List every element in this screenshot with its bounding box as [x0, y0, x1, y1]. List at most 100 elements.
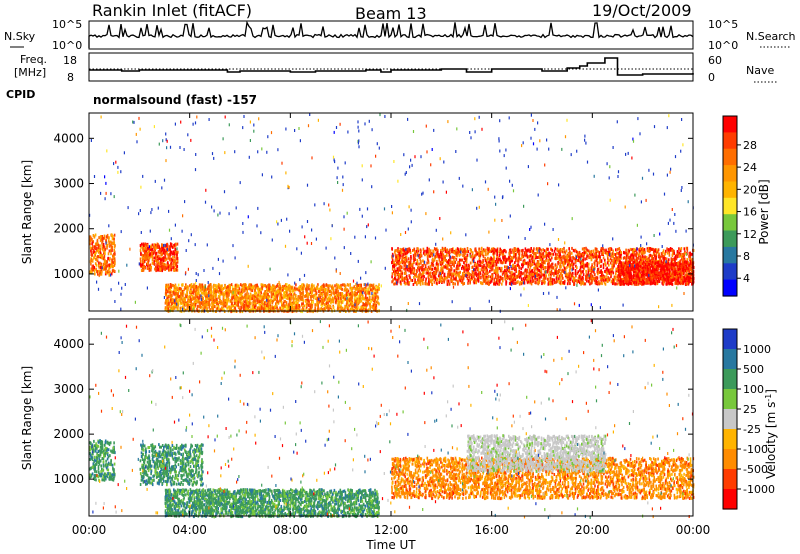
data-cell [208, 297, 210, 301]
data-cell [340, 293, 342, 297]
data-cell [288, 294, 291, 298]
data-cell [688, 254, 690, 258]
data-cell [189, 305, 191, 309]
data-cell [274, 297, 276, 301]
data-cell [309, 306, 312, 309]
data-cell [260, 283, 263, 287]
data-cell [295, 304, 298, 308]
data-cell [220, 286, 222, 290]
data-cell [191, 291, 193, 295]
data-cell [169, 300, 172, 304]
data-cell [176, 253, 178, 257]
data-cell [173, 259, 176, 263]
data-cell [462, 276, 465, 280]
data-cell [351, 302, 354, 306]
data-cell [554, 269, 556, 273]
data-cell [209, 289, 212, 292]
data-cell [235, 296, 237, 300]
data-cell [302, 283, 305, 287]
data-cell [337, 289, 339, 293]
data-cell [139, 257, 142, 261]
data-cell [296, 287, 298, 291]
data-cell [629, 247, 632, 251]
data-cell [166, 242, 169, 246]
data-cell [358, 308, 361, 312]
data-cell [99, 271, 101, 275]
data-cell [259, 294, 262, 298]
freq-trace [89, 57, 694, 76]
data-cell [177, 289, 180, 293]
data-cell [529, 281, 531, 285]
data-cell [220, 302, 222, 306]
data-cell [355, 293, 358, 297]
data-cell [466, 266, 468, 270]
data-cell [286, 289, 288, 293]
data-cell [97, 272, 99, 276]
data-cell [242, 298, 245, 302]
data-cell [103, 254, 106, 258]
data-cell [457, 267, 460, 271]
data-cell [438, 281, 440, 284]
data-cell [289, 302, 292, 306]
data-cell [452, 250, 455, 254]
data-cell [229, 305, 231, 309]
data-cell [413, 275, 415, 279]
data-cell [280, 292, 282, 296]
data-cell [163, 248, 166, 252]
data-cell [295, 283, 297, 287]
data-cell [142, 265, 145, 269]
data-cell [330, 298, 333, 302]
data-cell [332, 300, 335, 304]
data-cell [535, 264, 538, 268]
data-cell [234, 298, 237, 302]
data-cell [400, 260, 403, 264]
data-cell [359, 299, 361, 303]
data-cell [533, 266, 535, 270]
data-cell [281, 296, 283, 300]
data-cell [260, 291, 262, 295]
data-cell [304, 308, 307, 312]
data-cell [156, 268, 158, 272]
data-cell [261, 283, 264, 287]
data-cell [276, 299, 278, 303]
data-cell [92, 268, 94, 272]
beam-title: Beam 13 [355, 4, 427, 23]
data-cell [92, 256, 95, 260]
data-cell [324, 297, 326, 301]
data-cell [305, 294, 307, 298]
data-cell [148, 248, 151, 252]
data-cell [436, 278, 438, 282]
data-cell [162, 248, 164, 252]
power-scatter-data [89, 113, 695, 314]
data-cell [140, 269, 143, 272]
data-cell [285, 303, 288, 307]
data-cell [349, 301, 352, 305]
data-cell [184, 286, 187, 290]
data-cell [188, 295, 191, 299]
data-cell [190, 308, 193, 312]
data-cell [355, 283, 357, 287]
data-cell [209, 296, 212, 300]
data-cell [261, 295, 263, 299]
data-cell [465, 266, 467, 270]
data-cell [467, 281, 469, 285]
data-cell [322, 288, 324, 292]
data-cell [363, 283, 366, 287]
data-cell [417, 249, 420, 253]
data-cell [246, 299, 248, 303]
data-cell [105, 235, 108, 239]
data-cell [264, 294, 266, 298]
freq-unit-label: [MHz] [14, 66, 46, 79]
data-cell [280, 300, 283, 304]
data-cell [113, 261, 115, 265]
data-cell [423, 249, 425, 253]
data-cell [493, 282, 495, 286]
data-cell [356, 283, 358, 287]
data-cell [247, 292, 249, 296]
data-cell [598, 252, 601, 256]
data-cell [195, 288, 198, 292]
data-cell [585, 274, 587, 278]
data-cell [269, 301, 271, 305]
data-cell [143, 244, 145, 247]
data-cell [298, 308, 301, 312]
